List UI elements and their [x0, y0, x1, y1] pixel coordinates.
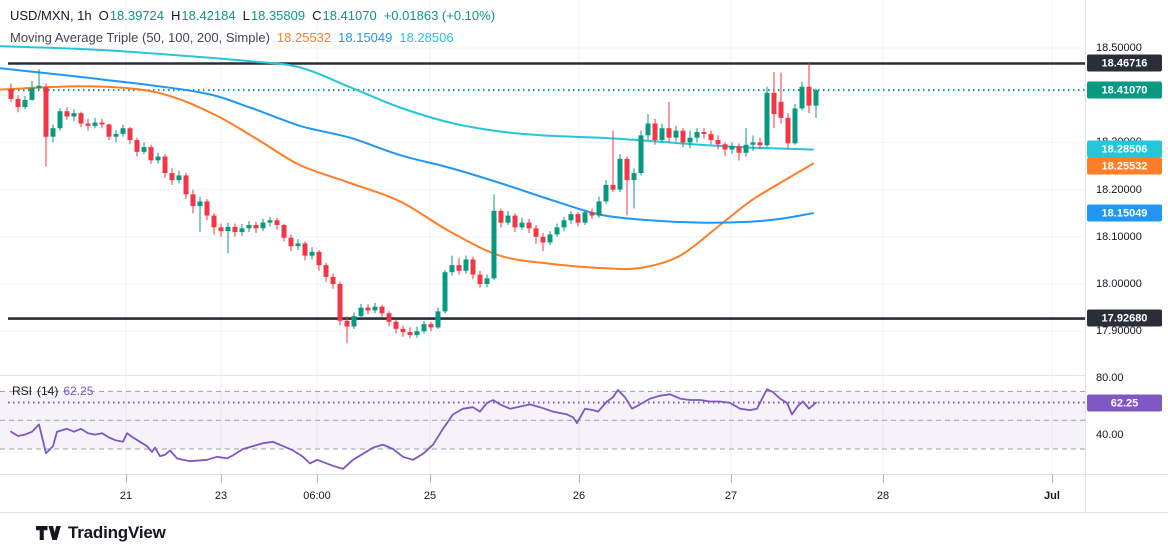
time-axis-label: 26	[572, 490, 586, 502]
price-axis-label: 18.50000	[1096, 42, 1142, 54]
price-axis-border	[1085, 0, 1086, 512]
time-axis-label: 06:00	[303, 490, 331, 502]
close-label: C	[312, 8, 322, 23]
price-badge: 18.28506	[1087, 140, 1162, 158]
indicator-legend-ma[interactable]: Moving Average Triple (50, 100, 200, Sim…	[10, 30, 461, 45]
time-axis-tick	[731, 474, 732, 483]
open-label: O	[98, 8, 109, 23]
time-axis-tick	[126, 474, 127, 483]
time-axis-tick	[221, 474, 222, 483]
price-badge: 62.25	[1087, 394, 1162, 412]
rsi-line	[10, 388, 817, 470]
tradingview-logo-icon	[36, 525, 61, 540]
high-label: H	[171, 8, 181, 23]
ma100-value: 18.15049	[338, 30, 393, 45]
price-axis-label: 18.00000	[1096, 278, 1142, 290]
time-axis-label: 21	[119, 490, 133, 502]
ma-line-ma50	[0, 85, 814, 271]
ma-line-ma200	[0, 45, 814, 151]
rsi-title: RSI	[12, 384, 33, 398]
price-axis-label: 80.00	[1096, 372, 1124, 384]
high-value: 18.42184	[181, 8, 236, 23]
open-value: 18.39724	[109, 8, 164, 23]
time-axis-tick	[430, 474, 431, 483]
price-badge: 18.25532	[1087, 157, 1162, 175]
indicator-legend-rsi[interactable]: RSI (14) 62.25	[12, 384, 98, 398]
ma200-value: 18.28506	[399, 30, 454, 45]
time-axis-label: Jul	[1044, 490, 1060, 502]
price-axis-label: 17.90000	[1096, 325, 1142, 337]
time-axis-label: 28	[876, 490, 890, 502]
candlestick-series	[8, 63, 819, 343]
time-axis-tick	[317, 474, 318, 483]
ma-indicator-title: Moving Average Triple (50, 100, 200, Sim…	[10, 30, 270, 45]
price-badge: 17.92680	[1087, 309, 1162, 327]
pane-separator[interactable]	[0, 375, 1085, 376]
symbol-legend[interactable]: USD/MXN, 1h O18.39724 H18.42184 L18.35809 C1…	[10, 8, 502, 23]
time-axis-label: 27	[724, 490, 738, 502]
ma-line-ma100	[0, 67, 814, 224]
close-value: 18.41070	[322, 8, 377, 23]
tradingview-logo-text: TradingView	[68, 523, 166, 542]
time-axis-label: 23	[214, 490, 228, 502]
symbol-title: USD/MXN, 1h	[10, 8, 92, 23]
low-value: 18.35809	[250, 8, 306, 23]
low-label: L	[242, 8, 250, 23]
time-axis-border	[0, 474, 1168, 475]
change-value: +0.01863 (+0.10%)	[383, 8, 496, 23]
time-axis-tick	[1052, 474, 1053, 483]
time-axis-tick	[883, 474, 884, 483]
time-axis-tick	[579, 474, 580, 483]
price-axis-label: 18.20000	[1096, 184, 1142, 196]
bottom-border	[0, 512, 1168, 513]
rsi-value: 62.25	[63, 384, 94, 398]
tradingview-logo[interactable]: TradingView	[36, 523, 166, 543]
price-axis-label: 18.10000	[1096, 231, 1142, 243]
ma50-value: 18.25532	[276, 30, 332, 45]
price-badge: 18.15049	[1087, 204, 1162, 222]
price-badge: 18.46716	[1087, 54, 1162, 72]
price-axis-label: 40.00	[1096, 429, 1124, 441]
time-axis-label: 25	[423, 490, 437, 502]
price-badge: 18.41070	[1087, 81, 1162, 99]
rsi-params: (14)	[37, 384, 59, 398]
